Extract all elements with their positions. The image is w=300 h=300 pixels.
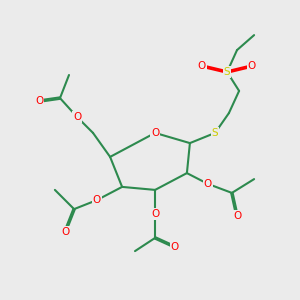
Text: O: O [35, 96, 43, 106]
Text: S: S [224, 67, 230, 77]
Text: O: O [171, 242, 179, 252]
Text: O: O [73, 112, 81, 122]
Text: O: O [248, 61, 256, 71]
Text: O: O [61, 227, 69, 237]
Text: O: O [233, 211, 241, 221]
Text: O: O [151, 128, 159, 138]
Text: S: S [212, 128, 218, 138]
Text: O: O [151, 209, 159, 219]
Text: O: O [198, 61, 206, 71]
Text: O: O [93, 195, 101, 205]
Text: O: O [204, 179, 212, 189]
